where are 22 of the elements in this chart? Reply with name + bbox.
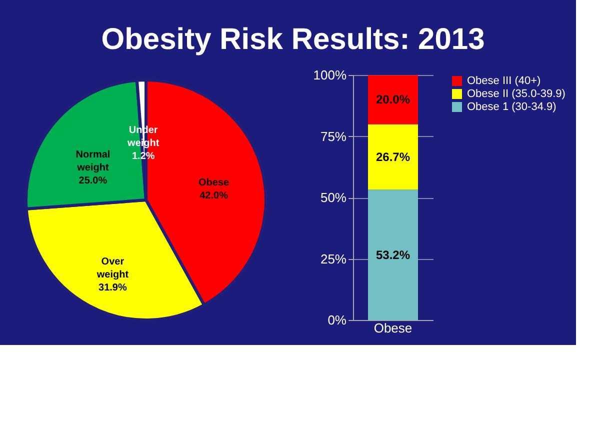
slice-label: Normal weight — [76, 149, 110, 174]
chart-title: Obesity Risk Results: 2013 — [101, 23, 485, 56]
bar — [368, 124, 418, 190]
legend-label: Obese 1 (30-34.9) — [467, 101, 556, 113]
data-label: 25.0% — [78, 175, 108, 186]
data-label: 42.0% — [200, 190, 228, 202]
data-label: 26.7% — [376, 150, 410, 164]
slice-label: Over weight — [96, 256, 130, 281]
data-label: 20.0% — [376, 92, 410, 107]
slice-label: Obese — [198, 178, 230, 188]
y-tick-label: 0% — [328, 312, 347, 328]
bar — [368, 75, 418, 124]
y-tick-label: 50% — [320, 190, 347, 205]
bar — [368, 190, 418, 320]
data-label: 1.2% — [132, 151, 155, 162]
y-tick-label: 100% — [313, 68, 347, 82]
data-label: 53.2% — [376, 248, 410, 262]
data-label: 31.9% — [98, 282, 127, 294]
legend-label: Obese II (35.0-39.9) — [467, 88, 566, 100]
legend-label: Obese III (40+) — [467, 75, 541, 87]
y-tick-label: 25% — [320, 251, 347, 266]
y-tick-label: 75% — [320, 128, 347, 144]
